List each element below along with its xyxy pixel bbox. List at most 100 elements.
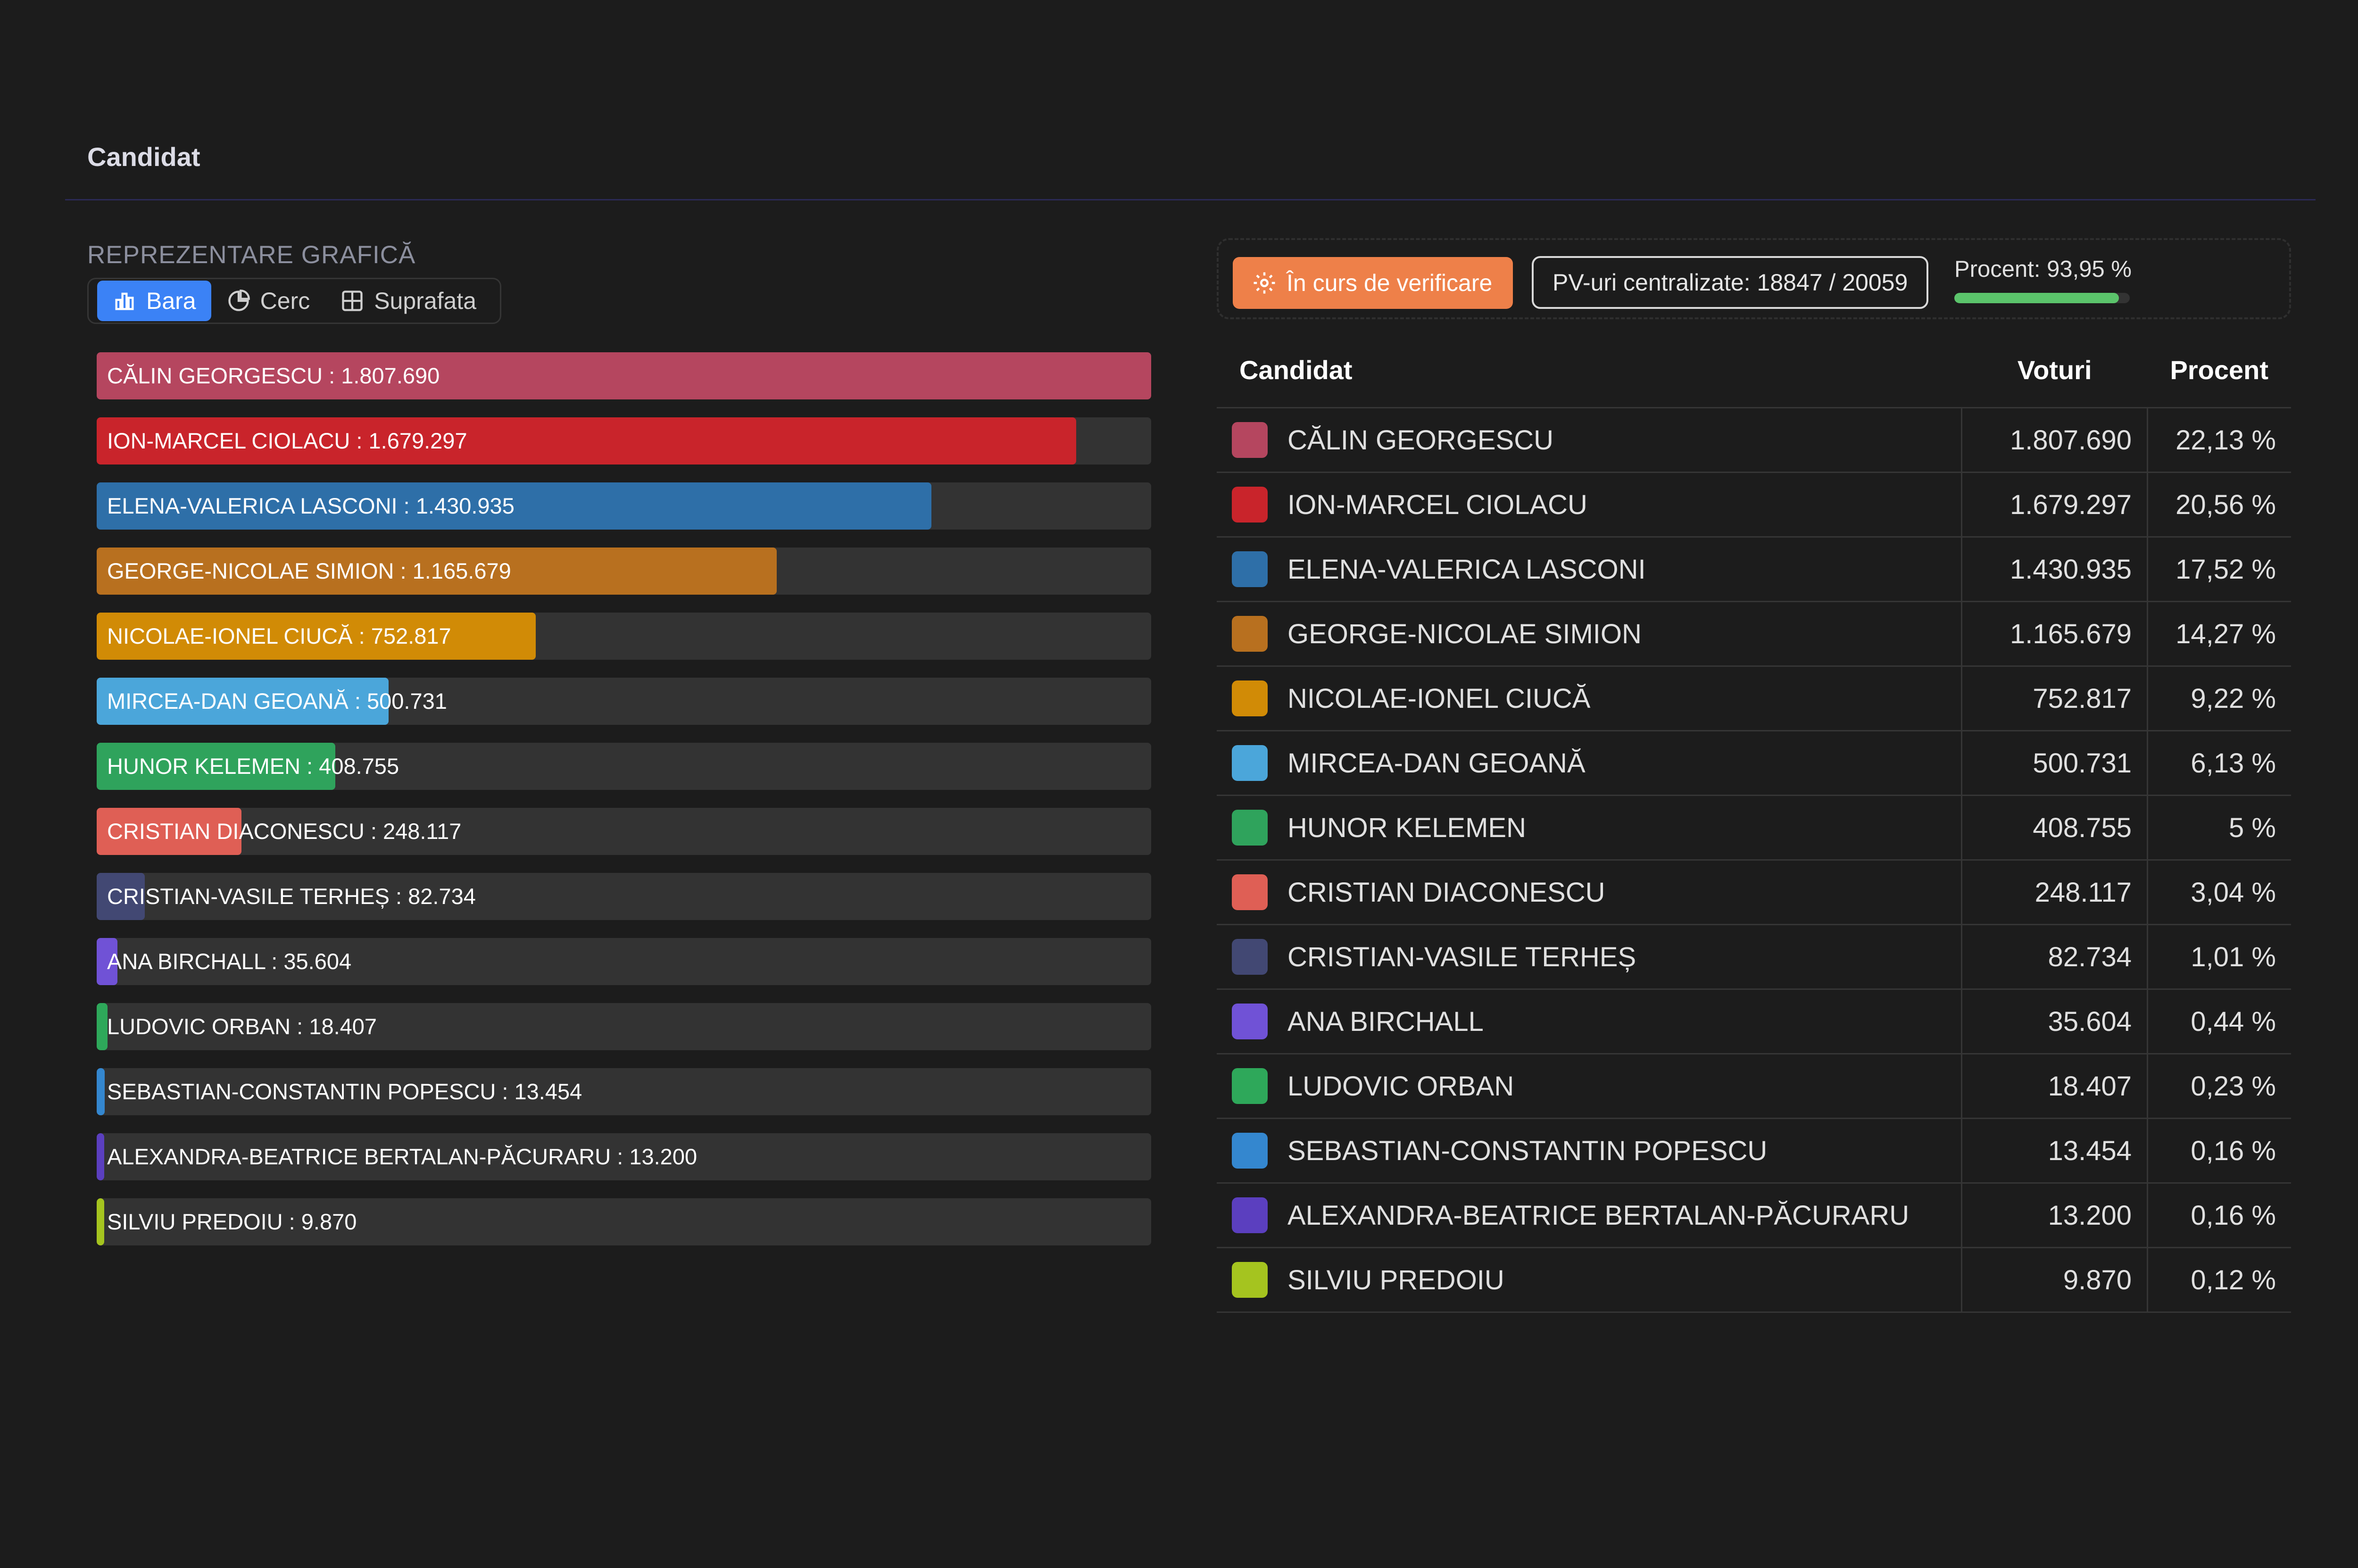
bar-label: ION-MARCEL CIOLACU : 1.679.297 xyxy=(107,428,467,453)
table-row[interactable]: SEBASTIAN-CONSTANTIN POPESCU 13.454 0,16 % xyxy=(1217,1118,2291,1184)
bar-row[interactable]: SILVIU PREDOIU : 9.870 xyxy=(97,1198,1151,1245)
percent-cell: 6,13 % xyxy=(2147,730,2291,796)
votes-cell: 35.604 xyxy=(1961,989,2148,1054)
bar-row[interactable]: SEBASTIAN-CONSTANTIN POPESCU : 13.454 xyxy=(97,1068,1151,1115)
bar-row[interactable]: ANA BIRCHALL : 35.604 xyxy=(97,938,1151,985)
candidate-cell: SEBASTIAN-CONSTANTIN POPESCU xyxy=(1217,1118,1962,1184)
bar-fill xyxy=(97,417,1077,465)
progress-fill xyxy=(1954,293,2119,303)
candidate-name: CRISTIAN-VASILE TERHEȘ xyxy=(1287,941,1636,972)
table-row[interactable]: LUDOVIC ORBAN 18.407 0,23 % xyxy=(1217,1054,2291,1119)
candidate-cell: CRISTIAN-VASILE TERHEȘ xyxy=(1217,924,1962,990)
table-row[interactable]: ANA BIRCHALL 35.604 0,44 % xyxy=(1217,989,2291,1054)
table-row[interactable]: ELENA-VALERICA LASCONI 1.430.935 17,52 % xyxy=(1217,537,2291,602)
verification-status-badge: În curs de verificare xyxy=(1233,257,1513,309)
tab-bara[interactable]: Bara xyxy=(97,281,211,321)
col-candidate: Candidat xyxy=(1217,332,1962,408)
color-swatch xyxy=(1232,939,1268,975)
table-row[interactable]: MIRCEA-DAN GEOANĂ 500.731 6,13 % xyxy=(1217,730,2291,796)
color-swatch xyxy=(1232,551,1268,587)
table-row[interactable]: CRISTIAN-VASILE TERHEȘ 82.734 1,01 % xyxy=(1217,924,2291,990)
table-row[interactable]: SILVIU PREDOIU 9.870 0,12 % xyxy=(1217,1247,2291,1313)
bar-fill xyxy=(97,808,241,855)
bar-row[interactable]: NICOLAE-IONEL CIUCĂ : 752.817 xyxy=(97,613,1151,660)
table-row[interactable]: GEORGE-NICOLAE SIMION 1.165.679 14,27 % xyxy=(1217,601,2291,667)
bar-label: MIRCEA-DAN GEOANĂ : 500.731 xyxy=(107,689,447,713)
color-swatch xyxy=(1232,680,1268,716)
bar-row[interactable]: LUDOVIC ORBAN : 18.407 xyxy=(97,1003,1151,1050)
progress-label: Procent: 93,95 % xyxy=(1954,257,2132,282)
percent-cell: 9,22 % xyxy=(2147,666,2291,731)
tab-label: Cerc xyxy=(260,288,310,314)
votes-cell: 13.454 xyxy=(1961,1118,2148,1184)
bar-label: ANA BIRCHALL : 35.604 xyxy=(107,949,352,974)
candidate-name: NICOLAE-IONEL CIUCĂ xyxy=(1287,683,1591,714)
bar-fill xyxy=(97,938,118,985)
table-row[interactable]: ION-MARCEL CIOLACU 1.679.297 20,56 % xyxy=(1217,472,2291,538)
color-swatch xyxy=(1232,874,1268,910)
percent-cell: 17,52 % xyxy=(2147,537,2291,602)
candidate-name: SEBASTIAN-CONSTANTIN POPESCU xyxy=(1287,1135,1768,1166)
tab-cerc[interactable]: Cerc xyxy=(211,281,325,321)
table-body: CĂLIN GEORGESCU 1.807.690 22,13 % ION-MARCE… xyxy=(1217,407,2291,1313)
bar-label: SEBASTIAN-CONSTANTIN POPESCU : 13.454 xyxy=(107,1079,582,1104)
col-percent: Procent xyxy=(2147,332,2291,408)
bar-chart-icon xyxy=(115,292,134,310)
bar-row[interactable]: MIRCEA-DAN GEOANĂ : 500.731 xyxy=(97,678,1151,725)
percent-cell: 20,56 % xyxy=(2147,472,2291,538)
candidate-name: LUDOVIC ORBAN xyxy=(1287,1070,1514,1102)
bar-row[interactable]: ION-MARCEL CIOLACU : 1.679.297 xyxy=(97,417,1151,465)
color-swatch xyxy=(1232,1068,1268,1104)
table-row[interactable]: HUNOR KELEMEN 408.755 5 % xyxy=(1217,795,2291,861)
bar-fill xyxy=(97,548,777,595)
status-bar: În curs de verificare PV-uri centralizat… xyxy=(1217,238,2291,319)
bar-label: GEORGE-NICOLAE SIMION : 1.165.679 xyxy=(107,558,511,583)
bar-row[interactable]: CĂLIN GEORGESCU : 1.807.690 xyxy=(97,352,1151,399)
bar-fill xyxy=(97,743,335,790)
candidate-name: ANA BIRCHALL xyxy=(1287,1006,1484,1037)
votes-cell: 18.407 xyxy=(1961,1054,2148,1119)
bar-row[interactable]: GEORGE-NICOLAE SIMION : 1.165.679 xyxy=(97,548,1151,595)
table-row[interactable]: ALEXANDRA-BEATRICE BERTALAN-PĂCURARU 13.2… xyxy=(1217,1183,2291,1248)
header-divider xyxy=(65,199,2316,200)
votes-cell: 1.807.690 xyxy=(1961,407,2148,473)
section-title: Candidat xyxy=(87,142,200,172)
bar-fill xyxy=(97,678,389,725)
bar-fill xyxy=(97,482,931,530)
pie-chart-icon xyxy=(228,290,250,311)
votes-cell: 752.817 xyxy=(1961,666,2148,731)
candidate-name: MIRCEA-DAN GEOANĂ xyxy=(1287,747,1586,779)
votes-cell: 9.870 xyxy=(1961,1247,2148,1313)
candidate-name: SILVIU PREDOIU xyxy=(1287,1264,1504,1295)
tab-suprafata[interactable]: Suprafata xyxy=(325,281,491,321)
percent-cell: 0,23 % xyxy=(2147,1054,2291,1119)
color-swatch xyxy=(1232,422,1268,458)
bar-label: ELENA-VALERICA LASCONI : 1.430.935 xyxy=(107,493,515,518)
bar-row[interactable]: ALEXANDRA-BEATRICE BERTALAN-PĂCURARU : 1… xyxy=(97,1133,1151,1180)
votes-cell: 1.679.297 xyxy=(1961,472,2148,538)
candidate-name: ION-MARCEL CIOLACU xyxy=(1287,489,1587,520)
candidate-cell: CRISTIAN DIACONESCU xyxy=(1217,860,1962,925)
percent-cell: 0,16 % xyxy=(2147,1183,2291,1248)
bar-fill xyxy=(97,1068,105,1115)
bar-row[interactable]: ELENA-VALERICA LASCONI : 1.430.935 xyxy=(97,482,1151,530)
candidate-cell: ION-MARCEL CIOLACU xyxy=(1217,472,1962,538)
bar-row[interactable]: CRISTIAN DIACONESCU : 248.117 xyxy=(97,808,1151,855)
color-swatch xyxy=(1232,1262,1268,1298)
table-row[interactable]: CĂLIN GEORGESCU 1.807.690 22,13 % xyxy=(1217,407,2291,473)
table-row[interactable]: CRISTIAN DIACONESCU 248.117 3,04 % xyxy=(1217,860,2291,925)
bar-row[interactable]: CRISTIAN-VASILE TERHEȘ : 82.734 xyxy=(97,873,1151,920)
progress-box: Procent: 93,95 % xyxy=(1954,256,2143,303)
votes-cell: 408.755 xyxy=(1961,795,2148,861)
percent-cell: 0,44 % xyxy=(2147,989,2291,1054)
table-row[interactable]: NICOLAE-IONEL CIUCĂ 752.817 9,22 % xyxy=(1217,666,2291,731)
color-swatch xyxy=(1232,487,1268,523)
bar-row[interactable]: HUNOR KELEMEN : 408.755 xyxy=(97,743,1151,790)
candidate-name: CĂLIN GEORGESCU xyxy=(1287,424,1553,456)
candidate-cell: ELENA-VALERICA LASCONI xyxy=(1217,537,1962,602)
bar-label: NICOLAE-IONEL CIUCĂ : 752.817 xyxy=(107,623,451,648)
color-swatch xyxy=(1232,1133,1268,1169)
color-swatch xyxy=(1232,1004,1268,1039)
votes-cell: 248.117 xyxy=(1961,860,2148,925)
percent-cell: 0,12 % xyxy=(2147,1247,2291,1313)
